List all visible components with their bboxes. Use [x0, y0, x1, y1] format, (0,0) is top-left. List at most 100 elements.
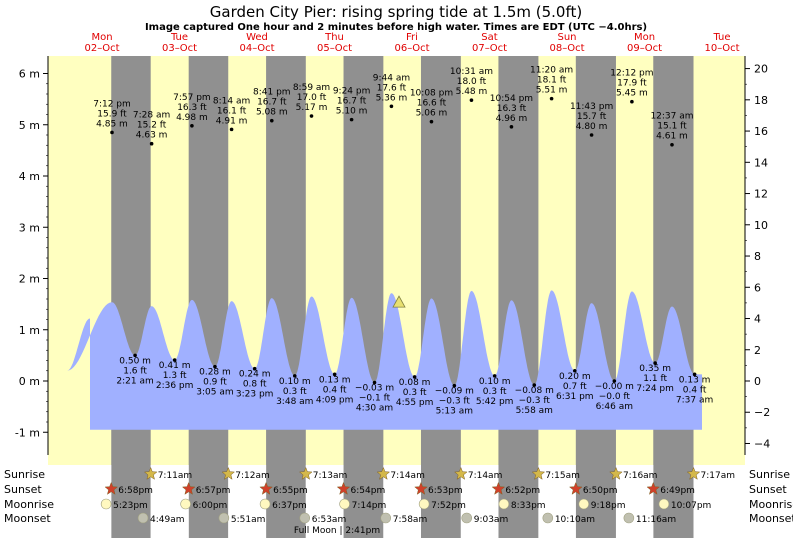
moonrise-icon	[658, 498, 670, 510]
tide-label-line: 17.6 ft	[377, 83, 407, 93]
row-label-left: Moonrise	[4, 498, 54, 511]
sunrise-time: 7:14am	[468, 471, 503, 481]
sunset-icon	[568, 481, 583, 495]
high-tide-point	[110, 130, 114, 135]
high-tide-point	[670, 142, 674, 147]
day-name: Mon	[91, 32, 112, 43]
high-tide-point	[589, 133, 594, 137]
tide-label-line: 4:55 pm	[396, 398, 434, 408]
sunset-time: 6:57pm	[196, 486, 231, 496]
tide-label-line: −0.08 m	[515, 386, 554, 396]
moonset-icon	[461, 512, 473, 524]
high-tide-point	[149, 141, 154, 146]
axes: -1 m 0 m 1 m 2 m 3 m 4 m 5 m 6 m −4 −2 0 2 4 6 8 10 12 14…	[15, 32, 770, 455]
tide-label-line: 0.4 ft	[323, 385, 347, 395]
moonset-icon	[137, 512, 149, 524]
left-tick-label: 0 m	[19, 375, 40, 388]
high-tide-point	[630, 99, 634, 104]
moonrise-event: 7:14pm	[339, 498, 386, 511]
moonrise-icon	[339, 498, 350, 510]
low-tide-label: 0.08 m0.3 ft4:55 pm	[396, 378, 434, 408]
low-tide-point	[412, 375, 417, 379]
tide-label-line: 8:59 am	[293, 83, 330, 93]
sunrise-icon	[221, 466, 236, 480]
low-tide-label: 0.35 m1.1 ft7:24 pm	[636, 364, 674, 394]
tide-label-line: 0.24 m	[239, 370, 271, 380]
sunrise-event: 7:12am	[221, 466, 270, 481]
sunrise-icon	[376, 466, 391, 480]
sunset-time: 6:54pm	[351, 486, 386, 496]
tide-label-line: −0.0 ft	[599, 392, 631, 402]
day-band-lower	[615, 465, 654, 538]
tide-label-line: 8:14 am	[213, 96, 250, 106]
tide-label-line: 7:12 pm	[93, 99, 131, 109]
tide-label-line: 10:31 am	[450, 67, 493, 77]
moonrise-time: 6:00pm	[193, 501, 228, 511]
low-tide-label: −0.09 m−0.3 ft5:13 am	[435, 387, 474, 417]
low-tide-label: 0.10 m0.3 ft5:42 pm	[476, 377, 514, 407]
low-tide-label: 0.13 m0.4 ft4:09 pm	[316, 375, 354, 405]
tide-label-line: 17.9 ft	[617, 79, 647, 89]
low-tide-point	[252, 366, 257, 371]
low-tide-point	[292, 374, 297, 378]
tide-label-line: 12:12 pm	[610, 69, 653, 79]
day-night-background	[0, 56, 793, 538]
left-tick-label: 4 m	[19, 170, 40, 183]
moonrise-icon	[418, 498, 430, 510]
tide-label-line: 10:08 pm	[410, 89, 453, 99]
day-band-lower	[228, 465, 267, 538]
sunrise-icon	[686, 466, 701, 480]
tide-label-line: 16.3 ft	[177, 103, 207, 113]
tide-label-line: −0.00 m	[595, 382, 634, 392]
tide-label-line: 15.1 ft	[657, 122, 687, 132]
tide-label-line: 5.17 m	[296, 103, 328, 113]
tide-label-line: 3:05 am	[196, 388, 233, 398]
tide-label-line: 4.98 m	[176, 113, 208, 123]
day-date: 02–Oct	[84, 43, 119, 54]
tide-label-line: 0.35 m	[639, 364, 671, 374]
sunrise-time: 7:14am	[390, 471, 425, 481]
tide-label-line: 6:46 am	[596, 402, 633, 412]
tide-label-line: 0.10 m	[279, 377, 311, 387]
tide-label-line: 5.10 m	[336, 107, 368, 117]
high-tide-point	[509, 125, 514, 129]
tide-label-line: 5:13 am	[436, 407, 473, 417]
moonrise-event: 5:23pm	[100, 498, 148, 511]
tide-label-line: 1.6 ft	[123, 366, 147, 376]
right-tick-label: 10	[754, 219, 768, 232]
tide-label-line: 0.3 ft	[283, 387, 307, 397]
sunset-event: 6:52pm	[491, 481, 540, 496]
low-tide-label: 0.41 m1.3 ft2:36 pm	[156, 361, 194, 391]
moonrise-time: 10:07pm	[671, 501, 711, 511]
sunset-time: 6:49pm	[660, 486, 695, 496]
low-tide-point	[492, 374, 497, 378]
sunrise-event: 7:14am	[376, 466, 425, 481]
sunset-time: 6:50pm	[583, 486, 618, 496]
low-tide-label: −0.03 m−0.1 ft4:30 am	[355, 384, 394, 414]
sunset-event: 6:57pm	[181, 481, 231, 496]
moonrise-time: 8:33pm	[511, 501, 546, 511]
right-tick-label: 4	[754, 313, 761, 326]
day-name: Tue	[712, 32, 730, 43]
moonrise-event: 6:37pm	[259, 498, 307, 511]
tide-label-line: 5:42 pm	[476, 397, 514, 407]
row-label-right: Sunset	[749, 483, 787, 496]
day-name: Sat	[481, 32, 497, 43]
day-band-lower	[0, 465, 112, 538]
low-tide-point	[612, 379, 617, 383]
current-tide-marker	[392, 295, 406, 308]
day-name: Mon	[634, 32, 655, 43]
tide-label-line: 6:31 pm	[556, 392, 594, 402]
tide-label-line: 1.1 ft	[643, 374, 667, 384]
tide-label-line: 16.6 ft	[417, 99, 447, 109]
tide-label-line: 0.13 m	[679, 375, 711, 385]
tide-label-line: 7:24 pm	[636, 384, 674, 394]
moonset-time: 5:51am	[231, 515, 266, 525]
tide-label-line: −0.3 ft	[519, 396, 551, 406]
day-name: Wed	[246, 32, 268, 43]
left-tick-label: 3 m	[19, 221, 40, 234]
tide-label-line: 16.7 ft	[337, 97, 367, 107]
